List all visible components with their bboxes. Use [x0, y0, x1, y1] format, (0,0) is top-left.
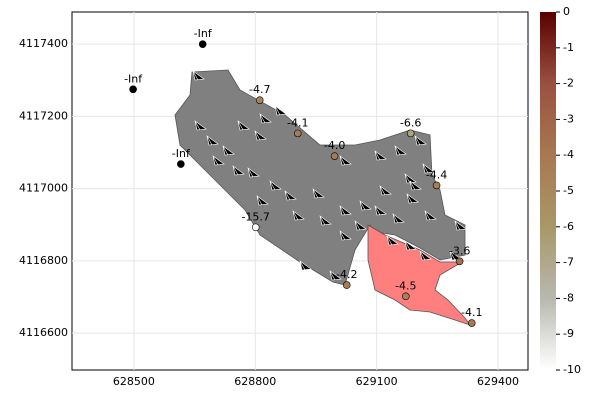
- flow-glyph: [329, 270, 342, 281]
- colorbar-tick-label: -6: [563, 220, 574, 233]
- flow-glyph: [274, 105, 287, 116]
- flow-glyph: [284, 190, 297, 201]
- colorbar-tick-label: -7: [563, 256, 574, 269]
- flow-glyph: [424, 210, 437, 221]
- colorbar-tick-label: -1: [563, 41, 574, 54]
- data-label: -3.6: [449, 244, 470, 257]
- data-label: -4.7: [249, 83, 270, 96]
- flow-glyph: [237, 120, 250, 131]
- flow-glyph: [386, 235, 399, 246]
- flow-glyph: [299, 260, 312, 271]
- point: [255, 96, 264, 104]
- point: [177, 160, 185, 168]
- y-tick-label: 4117200: [19, 109, 68, 122]
- flow-glyph: [269, 180, 282, 191]
- x-tick-label: 628500: [113, 375, 155, 388]
- data-label: -Inf: [194, 27, 213, 40]
- flow-glyph: [404, 240, 417, 251]
- data-label: -4.5: [395, 279, 416, 292]
- y-tick-label: 4116800: [19, 254, 68, 267]
- point: [198, 40, 207, 48]
- colorbar-tick-label: -3: [563, 112, 574, 125]
- point: [330, 152, 339, 160]
- flow-glyph: [359, 200, 372, 211]
- data-label: -4.4: [426, 168, 447, 181]
- flow-glyph: [206, 135, 219, 146]
- flow-glyph: [192, 70, 205, 81]
- colorbar-tick-label: -8: [563, 291, 574, 304]
- point: [455, 257, 464, 266]
- flow-glyph: [339, 205, 352, 216]
- flow-glyph: [419, 250, 432, 261]
- flow-glyph: [256, 195, 269, 206]
- point: [432, 181, 441, 190]
- point: [129, 85, 137, 94]
- colorbar-tick-label: -4: [563, 148, 574, 161]
- flow-glyph: [414, 135, 427, 146]
- flow-glyph: [232, 165, 245, 176]
- data-label: -Inf: [124, 72, 143, 85]
- flow-glyph: [374, 205, 387, 216]
- x-tick-label: 629100: [356, 375, 398, 388]
- highlight-region: [367, 224, 472, 326]
- x-tick-label: 629400: [477, 375, 519, 388]
- colorbar-tick-label: -9: [563, 327, 574, 340]
- flow-glyph: [454, 220, 467, 231]
- flow-glyph: [392, 213, 405, 224]
- colorbar-tick-label: 0: [563, 5, 570, 18]
- colorbar-tick-label: -10: [563, 363, 581, 376]
- point: [293, 129, 302, 138]
- point: [251, 223, 260, 232]
- flow-glyph: [394, 145, 407, 156]
- data-label: -4.1: [287, 116, 308, 129]
- flow-glyph: [339, 230, 352, 241]
- flow-glyph: [339, 155, 352, 166]
- region: [174, 69, 466, 286]
- flow-glyph: [259, 113, 272, 124]
- flow-glyph: [354, 220, 367, 231]
- point: [342, 281, 351, 289]
- data-label: -15.7: [241, 210, 269, 223]
- flow-glyph: [312, 188, 325, 199]
- x-tick-label: 628800: [234, 375, 276, 388]
- colorbar: [540, 12, 556, 370]
- data-label: -4.1: [461, 306, 482, 319]
- data-label: -4.0: [324, 139, 345, 152]
- flow-glyph: [422, 163, 435, 174]
- colorbar-tick-label: -5: [563, 184, 574, 197]
- flow-glyph: [247, 167, 260, 178]
- flow-glyph: [409, 180, 422, 191]
- data-label: -6.6: [400, 116, 421, 129]
- flow-glyph: [319, 215, 332, 226]
- y-tick-label: 4117400: [19, 37, 68, 50]
- point: [402, 292, 410, 301]
- flow-glyph: [194, 120, 207, 131]
- colorbar-tick-label: -2: [563, 77, 574, 90]
- flow-glyph: [374, 150, 387, 161]
- flow-glyph: [212, 155, 225, 166]
- y-tick-label: 4116600: [19, 326, 68, 339]
- flow-glyph: [292, 210, 305, 221]
- point: [467, 319, 476, 327]
- flow-glyph: [222, 145, 235, 156]
- data-label: -4.2: [336, 268, 357, 281]
- flow-glyph: [379, 185, 392, 196]
- plot-frame: [71, 11, 529, 371]
- flow-glyph: [406, 193, 419, 204]
- flow-glyph: [254, 130, 267, 141]
- y-tick-label: 4117000: [19, 182, 68, 195]
- point: [406, 129, 415, 138]
- data-label: -Inf: [172, 147, 191, 160]
